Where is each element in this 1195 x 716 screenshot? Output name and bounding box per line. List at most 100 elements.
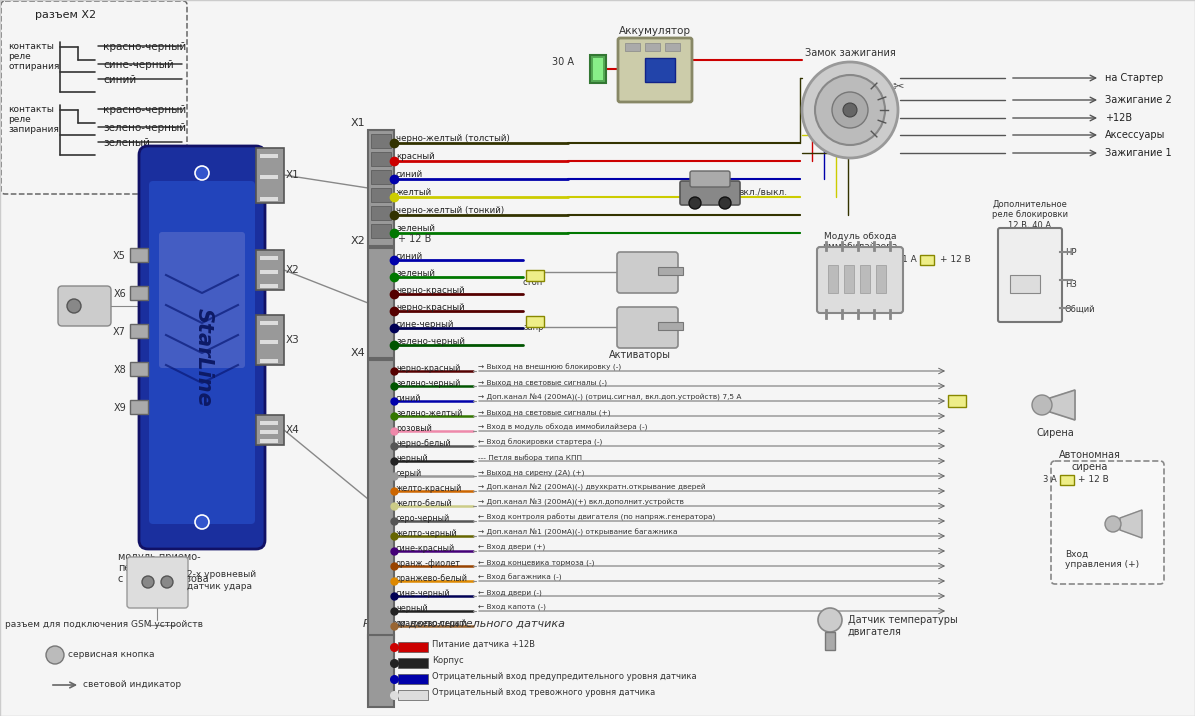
Bar [370, 152, 391, 166]
Text: отпирания: отпирания [8, 62, 60, 71]
Text: Зажигание 1: Зажигание 1 [1105, 148, 1171, 158]
Polygon shape [1050, 390, 1076, 420]
Bar [256, 250, 284, 290]
Text: X6: X6 [114, 289, 125, 299]
Text: ✂: ✂ [891, 80, 903, 94]
Text: запирания: запирания [8, 125, 59, 134]
Text: разъем X2: разъем X2 [35, 10, 96, 20]
Text: 30 А: 30 А [552, 57, 574, 67]
Text: на Стартер: на Стартер [1105, 73, 1163, 83]
FancyBboxPatch shape [159, 232, 245, 368]
Bar [526, 316, 544, 327]
Text: ← Вход багажника (-): ← Вход багажника (-) [478, 574, 562, 581]
Bar [625, 43, 641, 51]
Bar [256, 315, 284, 365]
Bar [398, 642, 428, 652]
FancyBboxPatch shape [139, 146, 265, 549]
FancyBboxPatch shape [149, 181, 255, 524]
Circle shape [142, 576, 154, 588]
Text: Общий: Общий [1065, 305, 1096, 314]
Text: запр: запр [523, 323, 544, 332]
Text: синий: синий [103, 75, 136, 85]
Circle shape [195, 515, 209, 529]
Bar [825, 632, 835, 650]
Text: зеленый: зеленый [396, 224, 435, 233]
Text: сине-черный: сине-черный [396, 320, 454, 329]
Text: Питание датчика +12В: Питание датчика +12В [433, 640, 535, 649]
Text: реле: реле [8, 52, 31, 61]
Text: черно-красный: черно-красный [396, 303, 465, 312]
Text: синий: синий [399, 675, 423, 684]
Text: зелено-желтый: зелено-желтый [396, 409, 462, 418]
Bar [261, 197, 278, 201]
Text: → Выход на сирену (2А) (+): → Выход на сирену (2А) (+) [478, 469, 584, 475]
Bar [130, 324, 148, 338]
Bar [370, 188, 391, 202]
Circle shape [719, 197, 731, 209]
Circle shape [832, 92, 868, 128]
Circle shape [195, 166, 209, 180]
Text: Модуль обхода
иммобилайзера: Модуль обхода иммобилайзера [822, 232, 897, 251]
Bar [261, 175, 278, 179]
Bar [1060, 475, 1074, 485]
Bar [664, 43, 680, 51]
Text: оранжево-серый: оранжево-серый [396, 619, 467, 628]
Text: X4: X4 [350, 348, 364, 358]
Text: красный: красный [399, 643, 434, 652]
Text: + 12 В: + 12 В [398, 234, 431, 244]
Bar [844, 265, 854, 293]
Bar [370, 134, 391, 148]
Text: зелено-черный: зелено-черный [396, 337, 465, 346]
Circle shape [690, 197, 701, 209]
Bar [261, 430, 278, 434]
Text: Корпус: Корпус [433, 656, 464, 665]
Text: → Выход на внешнюю блокировку (-): → Выход на внешнюю блокировку (-) [478, 364, 621, 372]
Text: Автономная
сирена: Автономная сирена [1059, 450, 1121, 472]
Bar [398, 690, 428, 700]
Polygon shape [1050, 390, 1076, 420]
Text: + 12 В: + 12 В [940, 255, 970, 264]
Bar [261, 421, 278, 425]
FancyBboxPatch shape [690, 171, 730, 187]
Bar [1010, 275, 1040, 293]
Bar [261, 270, 278, 274]
Text: черно-белый: черно-белый [396, 439, 451, 448]
Text: X3: X3 [286, 335, 300, 345]
Text: Дополнительное
реле блокировки
12 В, 40 А: Дополнительное реле блокировки 12 В, 40 … [992, 200, 1068, 230]
Circle shape [802, 62, 897, 158]
Bar [948, 395, 966, 407]
Text: зеленый: зеленый [103, 138, 151, 148]
Bar [398, 674, 428, 684]
FancyBboxPatch shape [1, 1, 186, 194]
Text: передатчика: передатчика [118, 563, 185, 573]
Text: красный: красный [396, 152, 435, 161]
Text: ← Вход двери (-): ← Вход двери (-) [478, 589, 541, 596]
Text: Сирена: Сирена [1036, 428, 1074, 438]
Text: 7,5А: 7,5А [949, 396, 966, 405]
Text: желто-белый: желто-белый [396, 499, 453, 508]
Text: НР: НР [1065, 248, 1077, 257]
Text: ← Вход концевика тормоза (-): ← Вход концевика тормоза (-) [478, 559, 594, 566]
Text: разъем для подключения GSM устройств: разъем для подключения GSM устройств [5, 620, 203, 629]
Bar [368, 635, 394, 707]
Text: X2: X2 [286, 265, 300, 275]
Text: белый: белый [399, 691, 424, 700]
Text: НЗ: НЗ [1065, 280, 1077, 289]
Bar [645, 43, 660, 51]
FancyBboxPatch shape [127, 557, 188, 608]
Bar [368, 248, 394, 358]
Bar [130, 400, 148, 414]
Bar [658, 267, 684, 275]
FancyBboxPatch shape [618, 38, 692, 102]
Text: → Доп.канал №2 (200мА)(-) двухкратн.открывание дверей: → Доп.канал №2 (200мА)(-) двухкратн.откр… [478, 484, 705, 491]
Circle shape [815, 75, 885, 145]
Text: желто-черный: желто-черный [396, 529, 458, 538]
Text: с кнопкой вызова: с кнопкой вызова [118, 574, 209, 584]
Text: красно-черный: красно-черный [103, 42, 186, 52]
Text: 12В: 12В [645, 62, 675, 76]
Circle shape [161, 576, 173, 588]
Circle shape [1032, 395, 1052, 415]
Bar [526, 270, 544, 281]
Bar [645, 58, 675, 82]
Text: → Вход в модуль обхода иммобилайзера (-): → Вход в модуль обхода иммобилайзера (-) [478, 424, 648, 431]
